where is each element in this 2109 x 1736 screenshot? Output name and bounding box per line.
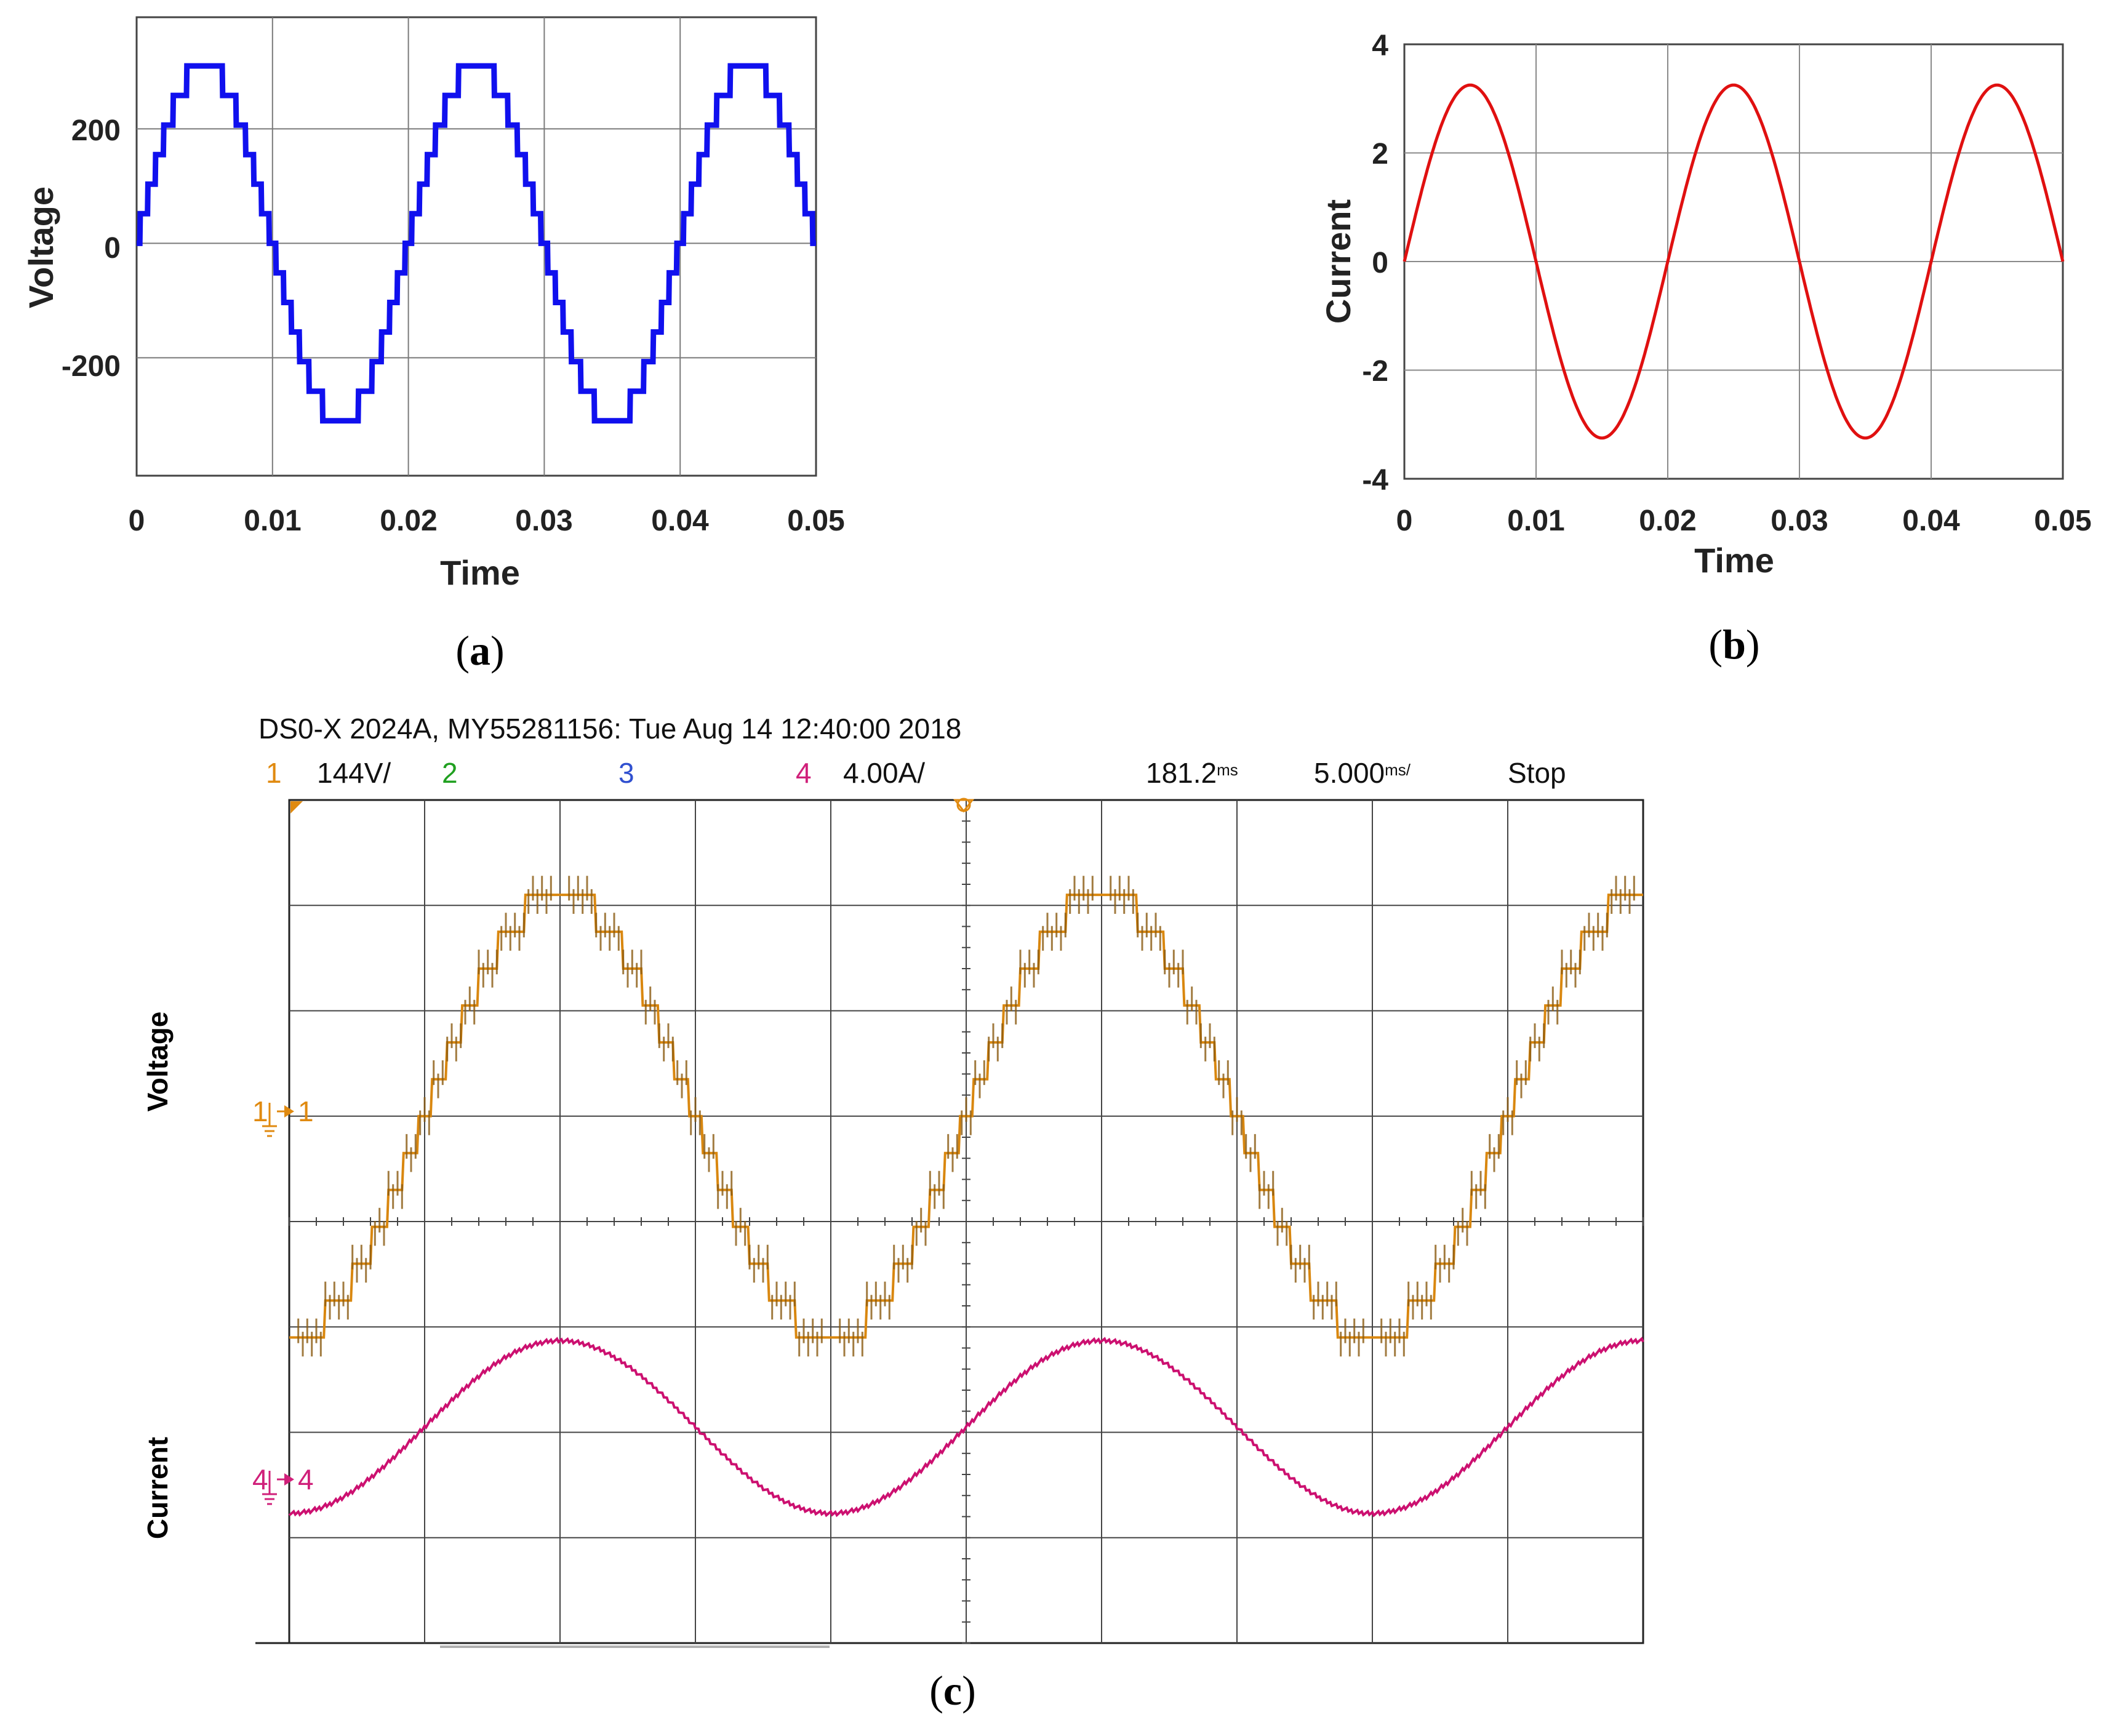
panel-a-ylabel: Voltage — [22, 186, 60, 308]
scope-channel-bar: 1 144V/ 2 3 4 4.00A/ 181.2ms 5.000ms/ St… — [266, 757, 1566, 789]
panel-a-ytick: 200 — [71, 114, 121, 147]
delay-number: 181.2 — [1146, 757, 1217, 789]
channel-4-scale: 4.00A/ — [843, 757, 925, 789]
panel-b-xtick: 0.02 — [1639, 505, 1696, 537]
channel-4-ground-number: 4 — [252, 1463, 268, 1495]
panel-b-ytick: 4 — [1372, 30, 1388, 62]
panel-a-voltage-series — [137, 63, 816, 424]
channel-1-ground-marker: 1 1 — [252, 1095, 314, 1137]
panel-b-xtick: 0.03 — [1771, 505, 1828, 537]
timebase-value: 5.000ms/ — [1314, 757, 1411, 789]
scope-current-side-label: Current — [142, 1437, 174, 1539]
panel-b-xtick: 0.04 — [1902, 505, 1960, 537]
timebase-unit: ms/ — [1385, 761, 1411, 779]
panel-b-tick-labels: 0 0.01 0.02 0.03 0.04 0.05 4 2 0 -2 -4 — [1362, 30, 2091, 537]
channel-4-ground-marker: 4 4 — [252, 1463, 314, 1505]
channel-4-arrow-icon — [284, 1473, 294, 1486]
panel-b-xtick: 0.01 — [1507, 505, 1564, 537]
panel-a: 0 0.01 0.02 0.03 0.04 0.05 200 0 -200 Ti… — [22, 16, 845, 674]
panel-b-ytick: 2 — [1372, 138, 1388, 170]
timebase-number: 5.000 — [1314, 757, 1385, 789]
panel-b-xtick: 0 — [1396, 505, 1413, 537]
panel-c: DS0-X 2024A, MY55281156: Tue Aug 14 12:4… — [142, 713, 1644, 1714]
panel-a-ytick: 0 — [104, 232, 121, 265]
delay-unit: ms — [1217, 761, 1238, 779]
channel-2-number: 2 — [442, 757, 458, 789]
scope-voltage-trace-overlay — [297, 876, 1635, 1357]
channel-4-number: 4 — [796, 757, 812, 789]
panel-a-xtick: 0 — [129, 505, 145, 537]
panel-b: 0 0.01 0.02 0.03 0.04 0.05 4 2 0 -2 -4 T… — [1319, 30, 2092, 668]
panel-a-grid — [137, 17, 816, 476]
panel-b-ytick: 0 — [1372, 247, 1388, 279]
panel-a-caption-letter: a — [470, 627, 490, 674]
scope-voltage-side-label: Voltage — [142, 1012, 174, 1112]
left-trigger-corner — [290, 801, 303, 814]
panel-a-xlabel: Time — [440, 553, 520, 592]
panel-a-xtick: 0.04 — [651, 505, 709, 537]
panel-b-ytick: -4 — [1362, 464, 1388, 497]
channel-1-ground-number: 1 — [252, 1095, 268, 1127]
ground-icon — [262, 1103, 286, 1137]
delay-value: 181.2ms — [1146, 757, 1238, 789]
panel-a-caption: (a) — [455, 627, 504, 674]
panel-b-ytick: -2 — [1362, 355, 1388, 388]
panel-a-tick-labels: 0 0.01 0.02 0.03 0.04 0.05 200 0 -200 — [62, 114, 845, 537]
panel-b-xtick: 0.05 — [2034, 505, 2091, 537]
panel-a-xtick: 0.05 — [787, 505, 844, 537]
channel-1-scale: 144V/ — [317, 757, 391, 789]
scope-header: DS0-X 2024A, MY55281156: Tue Aug 14 12:4… — [258, 713, 961, 745]
panel-c-caption-letter: c — [943, 1667, 962, 1714]
panel-a-xtick: 0.01 — [244, 505, 301, 537]
panel-c-caption: (c) — [929, 1667, 976, 1714]
scope-current-trace — [288, 1337, 1644, 1518]
panel-b-caption: (b) — [1708, 621, 1759, 668]
channel-1-arrow-icon — [284, 1105, 294, 1118]
panel-a-ytick: -200 — [62, 350, 121, 383]
panel-b-current-series — [1403, 83, 2065, 440]
run-state: Stop — [1508, 757, 1566, 789]
panel-b-xlabel: Time — [1694, 541, 1774, 580]
panel-a-xtick: 0.03 — [515, 505, 572, 537]
channel-1-number: 1 — [266, 757, 282, 789]
channel-3-number: 3 — [618, 757, 634, 789]
trigger-position-marker — [953, 799, 975, 813]
panel-a-plot-area — [135, 16, 817, 477]
trigger-position-ring — [956, 798, 971, 812]
channel-4-label: 4 — [298, 1463, 314, 1495]
channel-1-label: 1 — [298, 1095, 314, 1127]
panel-b-ylabel: Current — [1319, 199, 1358, 324]
ground-icon — [262, 1471, 286, 1505]
panel-a-xtick: 0.02 — [380, 505, 437, 537]
panel-b-caption-letter: b — [1723, 621, 1746, 668]
